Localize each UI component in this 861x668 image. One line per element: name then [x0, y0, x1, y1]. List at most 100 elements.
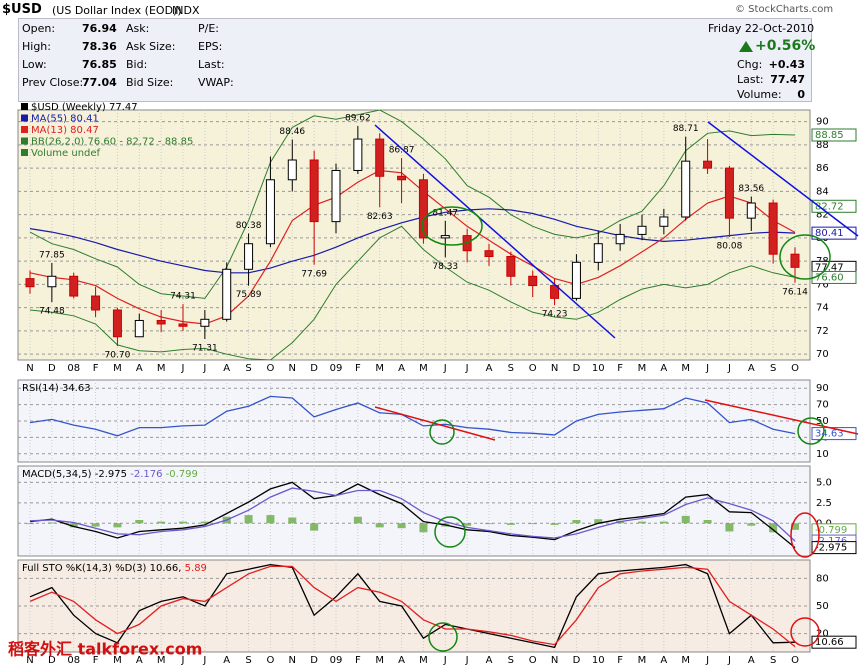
x-tick-label: M: [375, 655, 384, 666]
value-tag: [811, 541, 857, 555]
candle-body: [112, 309, 122, 338]
candle-body: [418, 179, 428, 239]
field-label: Last:: [737, 73, 764, 86]
bar: [157, 521, 166, 524]
circle-mark: [790, 512, 820, 558]
annotations: [374, 121, 859, 652]
circle-mark: [421, 206, 483, 246]
value-tag-label: 77.47: [815, 262, 844, 273]
y-tick-label: 90: [816, 117, 829, 128]
value-tag-label: 80.41: [815, 228, 844, 239]
bar: [266, 515, 275, 524]
field-value: 77.04: [82, 76, 117, 89]
bar: [26, 523, 34, 525]
x-tick-label: A: [660, 655, 667, 666]
x-tick-label: M: [681, 363, 690, 374]
bar: [703, 520, 712, 524]
data-label: 89.62: [345, 114, 371, 124]
legend-swatch: [21, 137, 28, 145]
bar: [638, 521, 646, 524]
x-tick-label: S: [770, 363, 776, 374]
x-tick-label: F: [355, 363, 361, 374]
field-label: Last:: [198, 58, 225, 71]
legend-entry: 5.89: [185, 563, 207, 574]
legend-entry: -2.176: [130, 469, 162, 480]
circle-mark: [790, 617, 820, 647]
x-tick-label: M: [419, 363, 428, 374]
x-tick-label: M: [113, 363, 122, 374]
bar: [353, 516, 362, 524]
data-label: 83.56: [738, 184, 764, 194]
trend-line: [704, 399, 859, 435]
panel-background: [17, 109, 811, 361]
series-line: [29, 169, 796, 325]
up-arrow: [739, 41, 753, 52]
x-tick-label: J: [465, 363, 469, 374]
series-line: [29, 110, 796, 299]
x-tick-label: F: [617, 655, 623, 666]
x-tick-label: N: [289, 655, 296, 666]
x-tick-label: A: [486, 655, 493, 666]
x-tick-label: J: [443, 363, 447, 374]
x-tick-label: N: [551, 655, 558, 666]
value-tag-label: -0.799: [815, 525, 847, 536]
candle-body: [375, 138, 385, 177]
x-tick-label: S: [770, 655, 776, 666]
circle-mark: [779, 234, 831, 280]
x-tick-label: A: [486, 363, 493, 374]
data-label: 88.46: [279, 127, 305, 137]
value-tag: [811, 128, 857, 142]
candle-body: [397, 175, 407, 181]
x-tick-label: J: [181, 363, 185, 374]
field-label: Ask:: [126, 22, 150, 35]
field-label: Ask Size:: [126, 40, 176, 53]
data-label: 80.38: [236, 221, 262, 231]
candle-body: [768, 202, 778, 255]
x-tick-label: J: [705, 363, 709, 374]
x-tick-label: M: [419, 655, 428, 666]
x-tick-label: M: [638, 363, 647, 374]
x-tick-label: S: [508, 363, 514, 374]
x-tick-label: M: [113, 655, 122, 666]
trend-line: [374, 124, 616, 339]
bar: [747, 523, 756, 526]
y-tick-label: 86: [816, 163, 829, 174]
candle-body: [681, 160, 691, 218]
series-line: [29, 208, 796, 274]
candle-body: [47, 275, 57, 288]
x-tick-label: A: [398, 363, 405, 374]
value-tag-label: 76.60: [815, 272, 844, 283]
x-tick-label: A: [136, 363, 143, 374]
y-tick-label: 76: [816, 279, 829, 290]
candle-body: [178, 323, 188, 327]
candle-body: [724, 167, 734, 219]
panel-background: [17, 465, 811, 557]
data-label: 74.23: [542, 310, 568, 320]
legend-entry: -2.975: [95, 469, 127, 480]
legend-entry: MA(13) 80.47: [31, 125, 99, 136]
x-tick-label: F: [355, 655, 361, 666]
field-label: Bid Size:: [126, 76, 174, 89]
data-label: 80.08: [717, 241, 743, 251]
x-tick-label: O: [266, 363, 274, 374]
plot: [18, 380, 810, 462]
x-tick-label: D: [573, 655, 581, 666]
x-tick-label: A: [748, 655, 755, 666]
bar: [419, 523, 428, 533]
trend-line: [707, 121, 859, 237]
candle-body: [156, 319, 166, 325]
candle-body: [703, 160, 713, 169]
legend-swatch: [21, 103, 28, 110]
candle-body: [331, 169, 341, 223]
legend-entry: BB(26,2.0) 76.60 - 82.72 - 88.85: [31, 137, 193, 148]
data-label: 75.89: [236, 290, 262, 300]
bar: [113, 523, 122, 528]
x-tick-label: F: [93, 655, 99, 666]
bar: [791, 523, 799, 530]
candle-body: [746, 202, 756, 219]
field-label: Chg:: [737, 58, 763, 71]
field-value: 76.94: [82, 22, 117, 35]
candle-body: [265, 179, 275, 245]
data-label: 77.85: [39, 250, 65, 260]
